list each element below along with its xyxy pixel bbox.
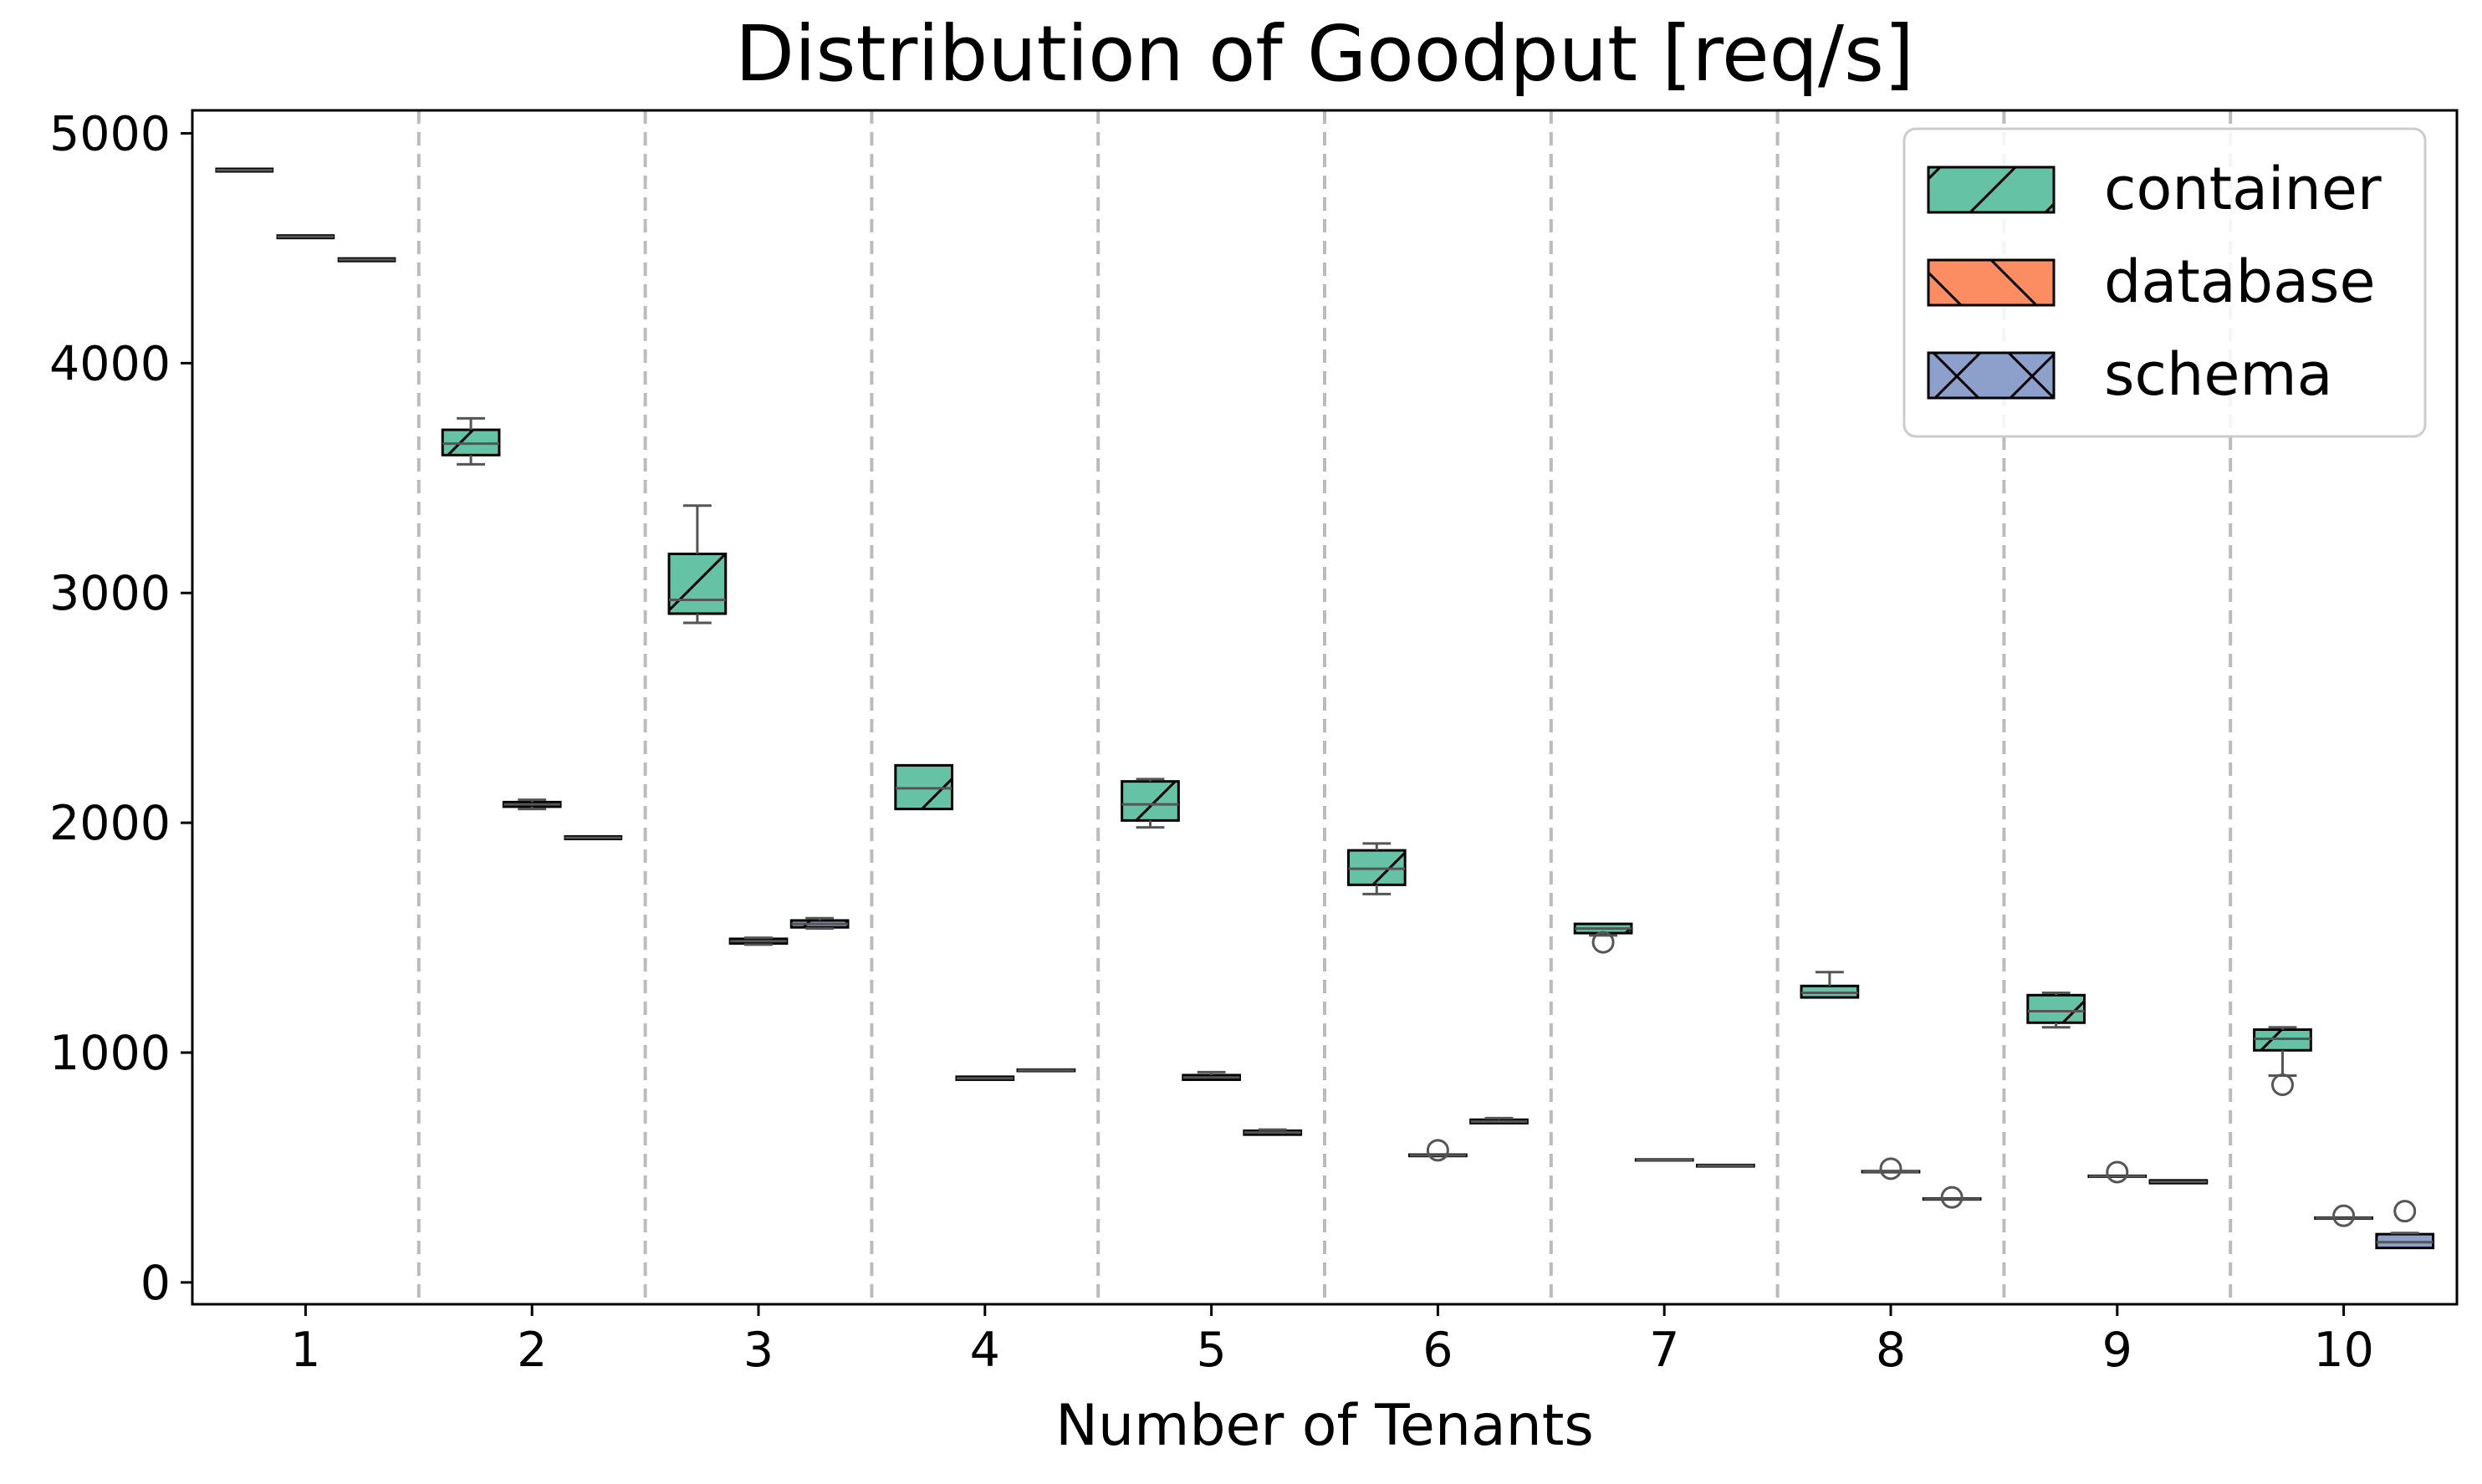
- legend-swatch-outline: [1927, 258, 2056, 307]
- chart-title: Distribution of Goodput [req/s]: [735, 9, 1914, 99]
- legend-hatch-container: [1928, 167, 2054, 212]
- x-axis-label: Number of Tenants: [1055, 1393, 1594, 1459]
- y-tick-label: 3000: [49, 566, 171, 621]
- database-box: [2314, 1204, 2373, 1227]
- database-box: [1861, 1157, 1921, 1181]
- outlier-point: [1879, 1157, 1902, 1181]
- outlier-point: [1591, 931, 1615, 954]
- legend-swatch-outline: [1927, 351, 2056, 400]
- outlier-point: [1426, 1139, 1449, 1162]
- box-hatch: [1121, 781, 1179, 821]
- x-tick-label: 8: [1876, 1323, 1906, 1378]
- schema-box: [789, 916, 850, 931]
- legend-label-container: container: [2104, 155, 2382, 223]
- box-hatch: [669, 553, 726, 614]
- x-tick-label: 7: [1649, 1323, 1679, 1378]
- container-box: [215, 167, 274, 173]
- y-tick-label: 0: [140, 1256, 171, 1311]
- y-tick-label: 1000: [49, 1026, 171, 1081]
- schema-box: [1922, 1186, 1982, 1209]
- container-box: [2253, 1026, 2312, 1096]
- outlier-point: [2270, 1073, 2294, 1096]
- x-tick-label: 1: [290, 1323, 320, 1378]
- legend-hatch-database: [1928, 260, 2054, 305]
- x-tick-label: 6: [1422, 1323, 1453, 1378]
- x-tick-label: 3: [743, 1323, 774, 1378]
- schema-box: [1243, 1128, 1303, 1136]
- y-tick-label: 2000: [49, 796, 171, 851]
- legend: container database schema: [1902, 127, 2427, 438]
- schema-box: [337, 257, 396, 263]
- legend-label-database: database: [2104, 247, 2376, 316]
- outlier-point: [1940, 1186, 1964, 1209]
- schema-box: [2375, 1200, 2435, 1250]
- schema-box: [2148, 1179, 2209, 1185]
- legend-label-schema: schema: [2104, 340, 2332, 409]
- container-box: [1346, 842, 1407, 895]
- box-hatch: [2027, 995, 2085, 1023]
- x-tick-label: 5: [1196, 1323, 1226, 1378]
- database-box: [728, 936, 789, 946]
- container-box: [1573, 922, 1633, 954]
- schema-box: [1016, 1068, 1076, 1073]
- schema-box: [1469, 1116, 1529, 1124]
- x-axis: 1 2 3 4 5 6 7 8 9 10: [290, 1304, 2374, 1378]
- plot-frame: [191, 109, 2459, 1306]
- legend-hatch-schema: [1928, 353, 2054, 398]
- database-box: [955, 1075, 1015, 1081]
- outlier-point: [2332, 1204, 2356, 1227]
- y-tick-label: 4000: [49, 336, 171, 391]
- database-box: [502, 798, 562, 811]
- container-box: [1800, 971, 1860, 999]
- container-box: [667, 504, 728, 625]
- container-box: [1121, 778, 1180, 829]
- container-box: [2026, 992, 2086, 1029]
- schema-box: [1695, 1163, 1755, 1168]
- y-tick-label: 5000: [49, 106, 171, 161]
- container-box: [441, 416, 501, 466]
- database-box: [1182, 1070, 1241, 1081]
- outlier-point: [2393, 1200, 2417, 1223]
- container-box: [894, 763, 954, 811]
- box-plots: [215, 167, 2435, 1250]
- x-tick-label: 2: [517, 1323, 547, 1378]
- x-tick-label: 4: [970, 1323, 1000, 1378]
- legend-swatch-outline: [1927, 166, 2056, 214]
- database-box: [2087, 1160, 2147, 1184]
- outlier-point: [2106, 1160, 2129, 1184]
- x-tick-label: 9: [2102, 1323, 2132, 1378]
- database-box: [276, 234, 335, 240]
- y-axis: 0 1000 2000 3000 4000 5000: [49, 106, 192, 1311]
- x-tick-label: 10: [2313, 1323, 2374, 1378]
- database-box: [1408, 1139, 1468, 1162]
- schema-box: [564, 834, 623, 840]
